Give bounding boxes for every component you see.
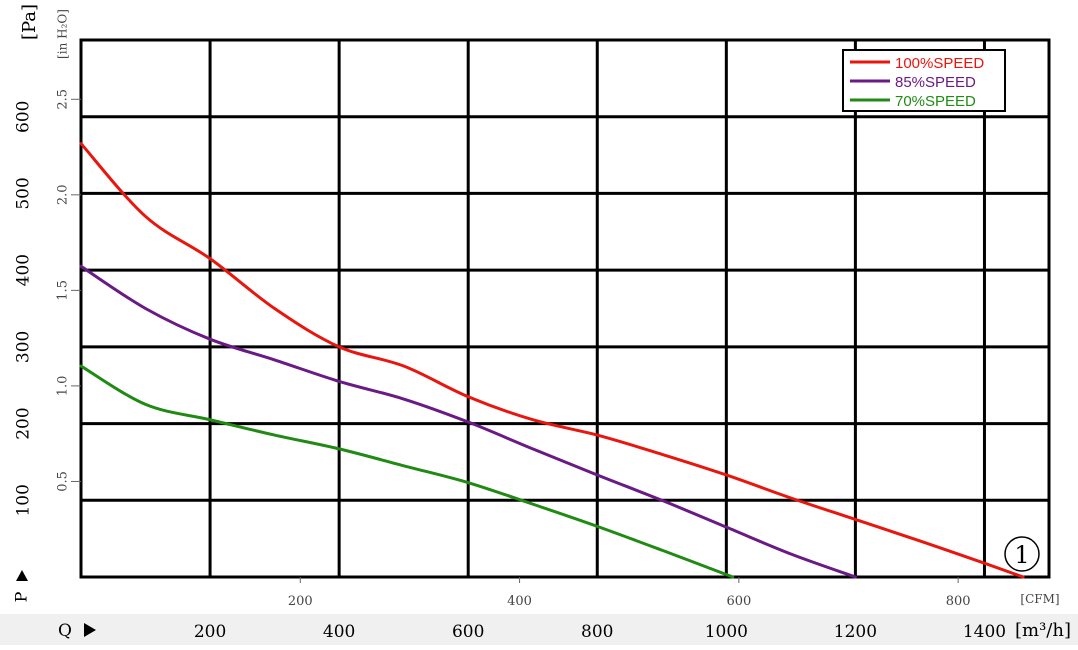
x-axis-prefix: Q (58, 621, 72, 641)
series-line-85pct-speed (79, 264, 857, 579)
y-tick-label-pa: 300 (14, 331, 34, 363)
series-line-70pct-speed (79, 364, 735, 579)
x-tick-label-cfm: 400 (507, 594, 532, 609)
x-tick-label-m3h: 1200 (834, 622, 877, 642)
x-tick-label-m3h: 1000 (705, 622, 748, 642)
x-tick-label-m3h: 400 (323, 622, 355, 642)
y-tick-label-pa: 600 (14, 100, 34, 132)
y-tick-label-pa: 400 (14, 254, 34, 286)
curve-id-annotation: 1 (1004, 536, 1040, 572)
y-tick-label-pa: 200 (14, 407, 34, 439)
series-line-100pct-speed (79, 142, 1025, 579)
legend-label-70: 70%SPEED (895, 93, 976, 110)
annotation-circle (1004, 536, 1040, 572)
y-axis-arrow-icon (16, 570, 28, 581)
x-tick-label-m3h: 1400 (963, 622, 1006, 642)
x-tick-label-cfm: 800 (946, 594, 971, 609)
y-unit-pa: [Pa] (19, 4, 40, 40)
y-unit-inh2o: [in H₂O] (56, 9, 70, 59)
y-axis-prefix: P (12, 591, 31, 602)
plot-area (79, 38, 1051, 579)
x-tick-label-cfm: 200 (288, 594, 313, 609)
x-tick-label-cfm: 600 (726, 594, 751, 609)
legend-label-85: 85%SPEED (895, 74, 976, 91)
y-ticks-inh2o: 0.5 1.0 1.5 2.0 2.5 (56, 89, 81, 492)
x-tick-label-m3h: 600 (452, 622, 484, 642)
y-tick-label-inh2o: 1.0 (56, 376, 71, 397)
legend: 100%SPEED 85%SPEED 70%SPEED (842, 49, 1006, 112)
x-tick-label-m3h: 800 (581, 622, 613, 642)
y-tick-label-pa: 100 (14, 484, 34, 516)
y-ticks-pa: 100 200 300 400 500 600 (14, 100, 34, 516)
x-tick-label-m3h: 200 (194, 622, 226, 642)
legend-label-100: 100%SPEED (895, 55, 984, 72)
x-ticks-cfm: 200 400 600 800 (288, 577, 971, 609)
x-unit-m3h: [m³/h] (1015, 620, 1071, 641)
x-unit-cfm: [CFM] (1020, 592, 1059, 606)
bottom-axis-band (0, 614, 1078, 645)
y-tick-label-inh2o: 1.5 (56, 280, 71, 301)
x-axis-arrow-icon (84, 623, 96, 637)
grid (81, 40, 1049, 577)
y-tick-label-inh2o: 0.5 (56, 471, 71, 492)
curves (79, 142, 1025, 579)
y-tick-label-pa: 500 (14, 177, 34, 209)
x-ticks-m3h: 200 400 600 800 1000 1200 1400 (194, 622, 1006, 642)
annotation-number: 1 (1014, 541, 1029, 569)
y-tick-label-inh2o: 2.5 (56, 89, 71, 110)
y-tick-label-inh2o: 2.0 (56, 184, 71, 205)
